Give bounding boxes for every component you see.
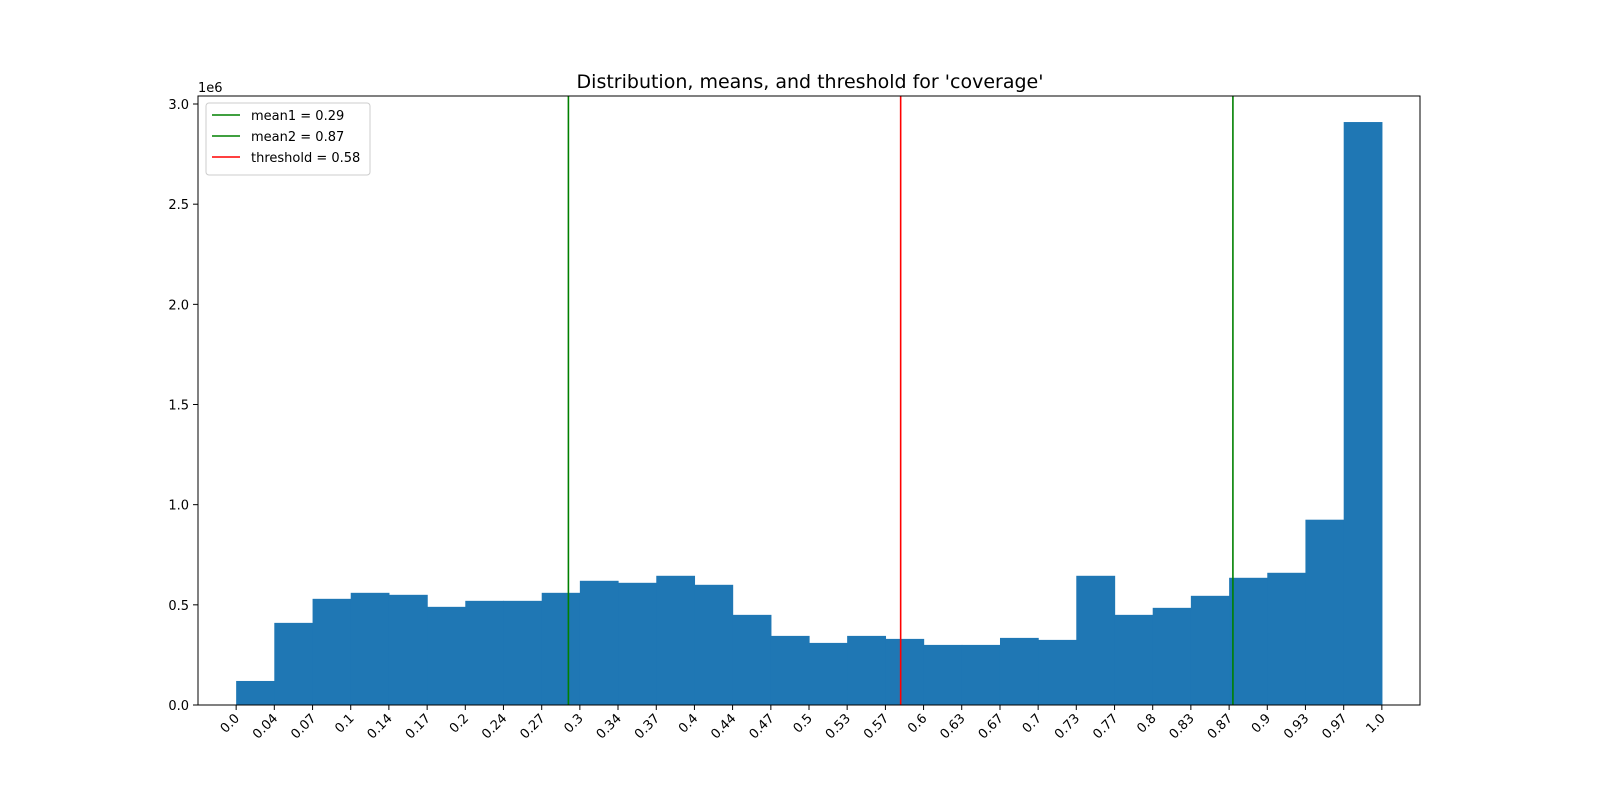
x-tick-label: 0.24 <box>479 711 510 742</box>
histogram-bar <box>732 614 772 705</box>
histogram-bar <box>274 622 314 705</box>
histogram-bar <box>1152 607 1192 705</box>
x-tick-label: 0.57 <box>861 711 892 742</box>
histogram-bar <box>1076 575 1116 705</box>
histogram-bar <box>1343 122 1383 705</box>
x-tick-label: 0.87 <box>1205 711 1236 742</box>
y-tick-label: 3.0 <box>168 98 189 113</box>
x-axis-ticks: 0.0 0.04 0.07 0.1 0.14 0.17 0.2 0.24 0.27 0.3 0.34… <box>218 705 1389 742</box>
x-tick-label: 0.93 <box>1281 711 1312 742</box>
x-tick-label: 0.67 <box>976 711 1007 742</box>
histogram-bar <box>999 637 1039 705</box>
x-tick-label: 0.27 <box>517 711 548 742</box>
y-tick-label: 0.5 <box>168 599 189 614</box>
y-axis-ticks: 0.0 0.5 1.0 1.5 2.0 2.5 3.0 <box>168 98 198 714</box>
chart-title: Distribution, means, and threshold for '… <box>577 71 1044 93</box>
x-tick-label: 0.17 <box>403 711 434 742</box>
histogram-bar <box>656 575 696 705</box>
histogram-bar <box>885 638 925 705</box>
y-tick-label: 2.0 <box>168 298 189 313</box>
legend-label: mean2 = 0.87 <box>251 130 344 145</box>
legend: mean1 = 0.29 mean2 = 0.87 threshold = 0.58 <box>205 102 371 176</box>
x-tick-label: 0.8 <box>1134 711 1159 736</box>
legend-label: threshold = 0.58 <box>251 151 360 166</box>
histogram-bar <box>1229 577 1268 705</box>
histogram-bar <box>1038 639 1077 705</box>
histogram-bars <box>236 122 1383 705</box>
histogram-bar <box>1114 614 1154 705</box>
x-tick-label: 0.83 <box>1167 711 1198 742</box>
reference-lines <box>567 96 1234 705</box>
legend-label: mean1 = 0.29 <box>251 109 344 124</box>
x-tick-label: 0.14 <box>365 711 396 742</box>
x-tick-label: 0.7 <box>1020 711 1045 736</box>
y-tick-label: 1.5 <box>168 399 189 414</box>
histogram-bar <box>350 592 390 705</box>
x-tick-label: 0.5 <box>791 711 816 736</box>
y-tick-label: 0.0 <box>168 699 189 714</box>
x-tick-label: 0.37 <box>632 711 663 742</box>
x-tick-label: 0.47 <box>747 711 778 742</box>
x-tick-label: 0.34 <box>594 711 625 742</box>
histogram-bar <box>427 606 466 705</box>
x-tick-label: 0.4 <box>676 711 701 736</box>
histogram-bar <box>1190 595 1230 705</box>
y-tick-label: 1.0 <box>168 499 189 514</box>
x-tick-label: 0.77 <box>1090 711 1121 742</box>
histogram-bar <box>1305 519 1345 705</box>
x-tick-label: 1.0 <box>1363 711 1388 736</box>
x-tick-label: 0.04 <box>250 711 281 742</box>
histogram-bar <box>236 680 275 705</box>
histogram-bar <box>1267 572 1307 705</box>
x-tick-label: 0.9 <box>1249 711 1274 736</box>
histogram-bar <box>312 598 352 705</box>
x-tick-label: 0.6 <box>905 711 930 736</box>
y-axis-offset-label: 1e6 <box>198 81 223 96</box>
histogram-bar <box>961 644 1001 705</box>
histogram-bar <box>847 635 887 705</box>
x-tick-label: 0.0 <box>218 711 243 736</box>
x-tick-label: 0.1 <box>332 711 357 736</box>
x-tick-label: 0.2 <box>447 711 472 736</box>
legend-box <box>205 102 371 176</box>
histogram-bar <box>541 592 581 705</box>
x-tick-label: 0.63 <box>937 711 968 742</box>
histogram-bar <box>694 584 734 705</box>
x-tick-label: 0.07 <box>288 711 319 742</box>
histogram-bar <box>388 594 428 705</box>
y-tick-label: 2.5 <box>168 198 189 213</box>
x-tick-label: 0.3 <box>561 711 586 736</box>
histogram-bar <box>809 642 848 705</box>
x-tick-label: 0.97 <box>1319 711 1350 742</box>
histogram-bar <box>770 635 810 705</box>
x-tick-label: 0.53 <box>823 711 854 742</box>
histogram-bar <box>618 582 657 705</box>
histogram-bar <box>579 580 619 705</box>
histogram-bar <box>923 644 963 705</box>
histogram-bar <box>465 600 505 705</box>
x-tick-label: 0.44 <box>708 711 739 742</box>
histogram-bar <box>503 600 543 705</box>
x-tick-label: 0.73 <box>1052 711 1083 742</box>
